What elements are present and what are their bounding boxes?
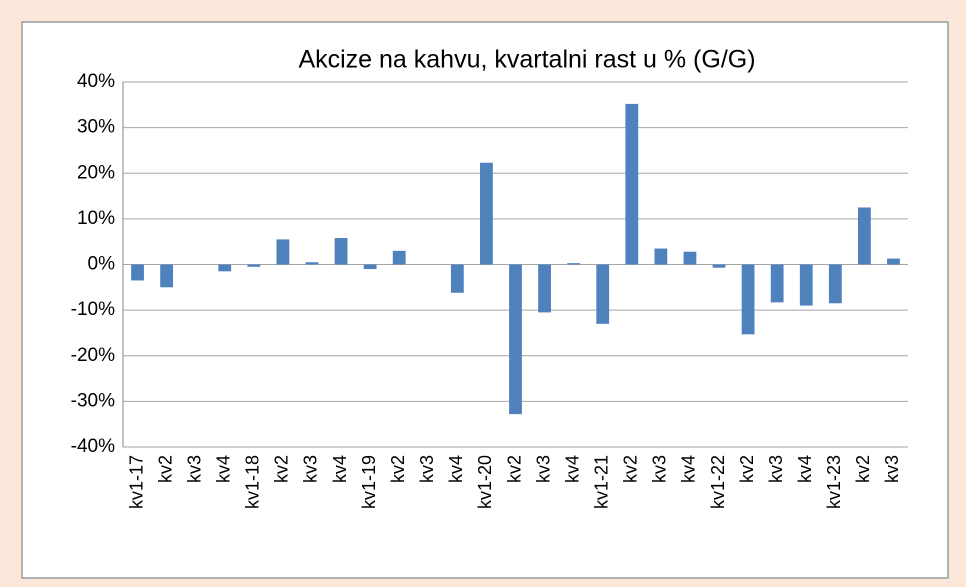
bar [654, 248, 668, 265]
bar [596, 264, 610, 324]
bar [770, 264, 784, 303]
x-tick-label: kv1-20 [475, 455, 495, 509]
x-tick-label: kv3 [301, 455, 321, 483]
x-tick-label: kv1-18 [243, 455, 263, 509]
bar [712, 264, 726, 268]
x-tick-label: kv2 [155, 455, 175, 483]
y-tick-label: -30% [71, 390, 115, 411]
x-tick-label: kv3 [650, 455, 670, 483]
y-tick-label: 40% [77, 71, 115, 92]
bar [857, 207, 871, 265]
bar [305, 262, 319, 265]
x-tick-label: kv2 [272, 455, 292, 483]
x-tick-label: kv3 [184, 455, 204, 483]
bar [450, 264, 464, 293]
bar [741, 264, 755, 335]
y-tick-label: -40% [71, 436, 115, 457]
x-tick-label: kv4 [562, 455, 582, 483]
x-tick-label: kv4 [795, 455, 815, 483]
x-tick-label: kv2 [504, 455, 524, 483]
y-tick-label: 10% [77, 208, 115, 229]
bar [247, 264, 261, 267]
chart-title: Akcize na kahvu, kvartalni rast u % (G/G… [298, 46, 755, 74]
bar [828, 264, 842, 304]
x-tick-label: kv4 [679, 455, 699, 483]
x-tick-label: kv1-17 [126, 455, 146, 509]
x-tick-label: kv2 [853, 455, 873, 483]
y-tick-label: 20% [77, 162, 115, 183]
bar [480, 162, 493, 265]
x-tick-label: kv1-23 [824, 455, 844, 509]
bar [160, 264, 174, 288]
x-tick-label: kv1-19 [359, 455, 379, 509]
y-tick-label: -20% [71, 345, 115, 366]
x-tick-label: kv2 [737, 455, 757, 483]
y-tick-label: -10% [71, 299, 115, 320]
bar [567, 263, 581, 265]
x-tick-label: kv3 [882, 455, 902, 483]
chart-panel [21, 21, 949, 579]
bar [131, 264, 144, 281]
bar [683, 251, 697, 265]
x-tick-label: kv2 [388, 455, 408, 483]
x-tick-label: kv3 [533, 455, 553, 483]
bar [887, 258, 900, 265]
x-tick-label: kv2 [621, 455, 641, 483]
bar [276, 239, 290, 265]
x-tick-label: kv4 [446, 455, 466, 483]
y-tick-label: 0% [88, 254, 116, 275]
bar [218, 264, 232, 272]
bar [509, 264, 522, 415]
bar [334, 238, 348, 265]
x-tick-label: kv4 [214, 455, 234, 483]
x-tick-label: kv1-21 [591, 455, 611, 509]
bar [392, 250, 406, 265]
x-tick-label: kv3 [417, 455, 437, 483]
bar [538, 264, 551, 313]
x-tick-label: kv4 [330, 455, 350, 483]
bar [799, 264, 813, 306]
y-tick-label: 30% [77, 117, 115, 138]
x-tick-label: kv1-22 [708, 455, 728, 509]
bar [625, 103, 639, 265]
x-tick-label: kv3 [766, 455, 786, 483]
bar [363, 264, 377, 270]
